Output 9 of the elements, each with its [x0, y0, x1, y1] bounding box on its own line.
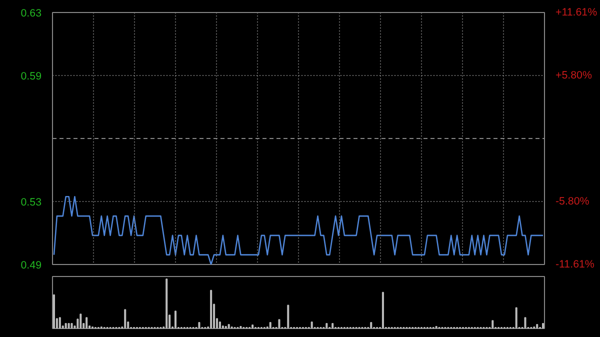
y-tick-label: 0.53: [20, 196, 42, 208]
y-tick-label: 0.59: [20, 70, 42, 82]
y2-tick-label: +5.80%: [556, 70, 592, 82]
y-tick-label: 0.63: [20, 8, 42, 20]
y-tick-label: 0.49: [20, 260, 42, 272]
y2-tick-label: -11.61%: [556, 258, 595, 270]
line-series: [53, 196, 544, 264]
y2-tick-label: -5.80%: [556, 195, 590, 208]
y2-tick-label: +11.61%: [556, 6, 598, 18]
